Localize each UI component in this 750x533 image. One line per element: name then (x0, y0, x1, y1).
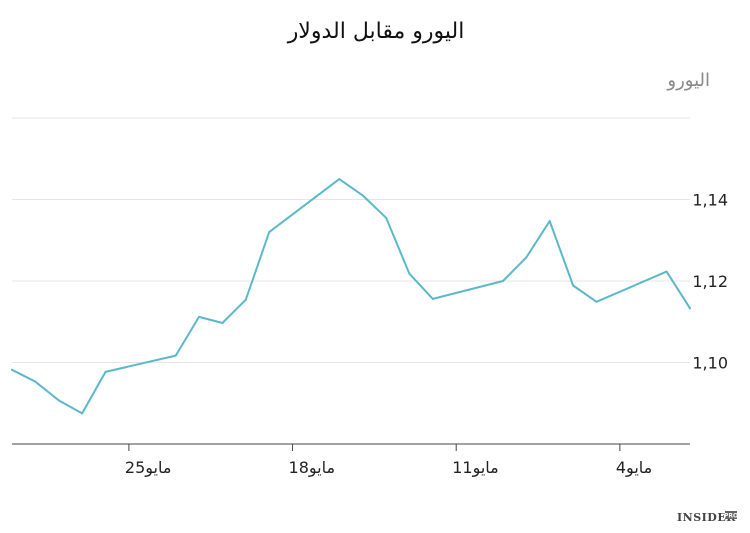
brand-sup-box (725, 511, 737, 519)
brand-logo: INSIDER PRO (677, 511, 738, 524)
brand-sup: PRO (724, 513, 738, 520)
brand-name: INSIDER (677, 511, 736, 524)
data-point-12 (385, 216, 388, 219)
data-point-7 (221, 321, 224, 324)
x-tick-label-0: مايو25 (125, 458, 172, 478)
y-tick-label-0: 1,10 (692, 354, 728, 373)
chart-title: اليورو مقابل الدولار (287, 19, 465, 44)
data-point-16 (525, 256, 528, 259)
data-point-8 (244, 298, 247, 301)
x-ticks: مايو25 مايو18 مايو11 مايو4 (125, 444, 652, 478)
data-point-9 (268, 231, 271, 234)
data-point-14 (431, 297, 434, 300)
data-point-13 (408, 272, 411, 275)
data-point-17 (548, 220, 551, 223)
data-point-11 (361, 194, 364, 197)
series-group (11, 178, 691, 415)
y-tick-label-2: 1,14 (692, 191, 728, 210)
x-tick-label-3: مايو4 (616, 458, 652, 478)
data-point-4 (104, 370, 107, 373)
y-axis-unit-label: اليورو (666, 70, 710, 91)
series-line-0 (11, 178, 691, 415)
data-point-19 (595, 300, 598, 303)
data-point-20 (665, 270, 668, 273)
grid-lines (12, 117, 690, 445)
data-point-21 (689, 307, 691, 310)
data-point-10 (338, 178, 341, 181)
x-tick-label-1: مايو18 (289, 458, 336, 478)
data-point-2 (57, 399, 60, 402)
data-point-5 (174, 354, 177, 357)
data-point-6 (198, 315, 201, 318)
data-point-3 (81, 412, 84, 415)
y-tick-label-1: 1,12 (692, 272, 728, 291)
data-point-1 (34, 380, 37, 383)
x-tick-label-2: مايو11 (452, 458, 499, 478)
data-point-15 (501, 280, 504, 282)
data-point-18 (572, 284, 575, 287)
data-point-0 (11, 368, 13, 371)
y-tick-labels: 1,10 1,12 1,14 (692, 191, 728, 373)
